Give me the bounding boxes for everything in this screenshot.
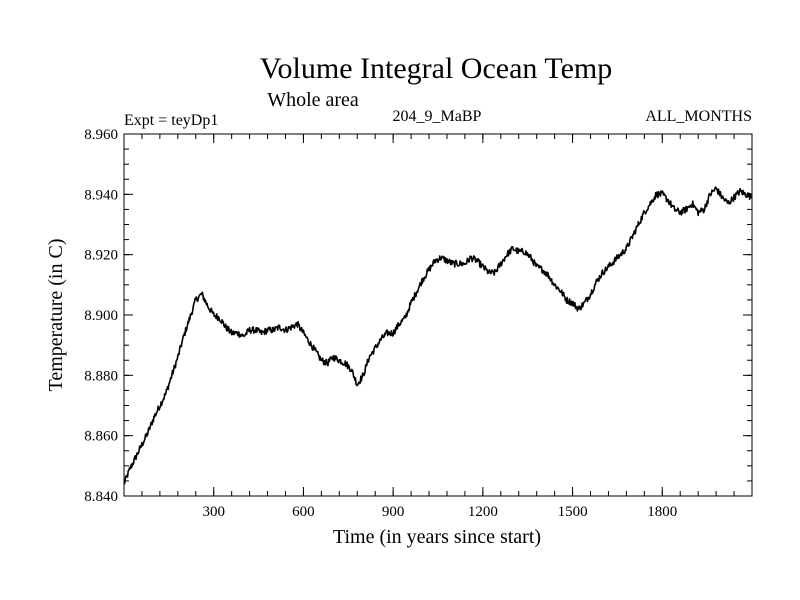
x-tick-label: 300 (202, 504, 225, 520)
x-tick-label: 1500 (558, 504, 588, 520)
y-tick-label: 8.860 (84, 429, 118, 445)
y-tick-label: 8.880 (84, 368, 118, 384)
series-group (123, 186, 753, 485)
x-tick-label: 1800 (647, 504, 677, 520)
y-tick-label: 8.920 (84, 248, 118, 264)
x-axis-label: Time (in years since start) (333, 526, 541, 548)
chart-subtitle: Whole area (267, 89, 359, 111)
y-tick-label: 8.840 (84, 489, 118, 505)
y-tick-label: 8.900 (84, 308, 118, 324)
chart-title: Volume Integral Ocean Temp (260, 52, 613, 85)
y-tick-label: 8.940 (84, 187, 118, 203)
experiment-label: Expt = teyDp1 (124, 112, 218, 129)
period-label: 204_9_MaBP (393, 108, 482, 125)
y-axis-label: Temperature (in C) (45, 239, 67, 392)
x-tick-label: 900 (382, 504, 405, 520)
x-axis: 300 600 900 1200 1500 1800 (123, 134, 753, 520)
months-label: ALL_MONTHS (645, 108, 752, 125)
y-tick-label: 8.960 (84, 127, 118, 143)
series-line (123, 186, 753, 485)
x-tick-label: 600 (292, 504, 315, 520)
plot-frame (123, 133, 753, 497)
x-tick-label: 1200 (468, 504, 498, 520)
y-axis: 8.840 8.860 8.880 8.900 8.920 8.940 8.960 (84, 127, 752, 505)
